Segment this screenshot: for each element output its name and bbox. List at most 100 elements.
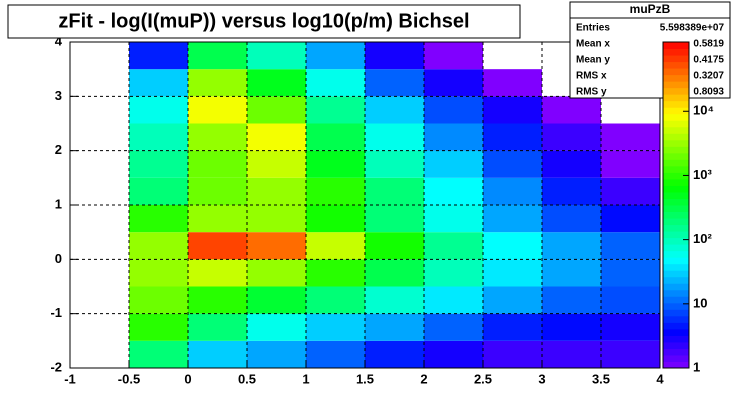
stats-label: Entries <box>576 23 610 34</box>
cell <box>129 96 188 124</box>
cell <box>306 286 365 314</box>
cell <box>542 259 601 287</box>
color-step <box>663 178 689 186</box>
cell <box>483 286 542 314</box>
cell <box>365 123 424 151</box>
cell <box>188 69 247 97</box>
z-tick-label: 10² <box>693 231 712 246</box>
cell <box>129 69 188 97</box>
color-step <box>663 100 689 108</box>
x-tick-label: 3 <box>538 371 545 386</box>
color-step <box>663 185 689 193</box>
color-step <box>663 211 689 219</box>
cell <box>129 150 188 178</box>
color-step <box>663 172 689 180</box>
cell <box>129 340 188 368</box>
color-step <box>663 270 689 278</box>
color-step <box>663 322 689 330</box>
stats-value: 0.4175 <box>693 55 724 66</box>
cell <box>247 123 306 151</box>
cell <box>129 42 188 70</box>
stats-frame <box>569 1 731 99</box>
cell <box>247 205 306 233</box>
x-tick-label: 2.5 <box>474 371 492 386</box>
cell <box>188 96 247 124</box>
cell <box>365 69 424 97</box>
cell <box>188 286 247 314</box>
cell <box>188 123 247 151</box>
color-step <box>663 289 689 297</box>
cell <box>601 150 660 178</box>
cell <box>247 340 306 368</box>
cell <box>247 150 306 178</box>
color-step <box>663 165 689 173</box>
cell <box>424 340 483 368</box>
color-step <box>663 283 689 291</box>
color-step <box>663 257 689 265</box>
cell <box>129 177 188 205</box>
cell <box>129 313 188 341</box>
cell <box>247 42 306 70</box>
stats-label: RMS y <box>576 87 607 98</box>
cell <box>424 313 483 341</box>
color-step <box>663 126 689 134</box>
heatmap <box>129 42 660 368</box>
cell <box>483 205 542 233</box>
cell <box>129 286 188 314</box>
color-step <box>663 68 689 76</box>
y-tick-label: -1 <box>50 305 62 320</box>
x-tick-label: 4 <box>656 371 664 386</box>
color-step <box>663 341 689 349</box>
color-step <box>663 250 689 258</box>
title-box <box>7 4 521 39</box>
color-step <box>663 315 689 323</box>
color-bar: 1 10 10² 10³ 10⁴ <box>662 41 714 374</box>
cell <box>188 42 247 70</box>
color-step <box>663 205 689 213</box>
cell <box>483 313 542 341</box>
color-step <box>663 224 689 232</box>
stats-box: muPzB Entries 5.598389e+07 Mean x 0.5819 Mea… <box>569 1 731 99</box>
cell <box>542 150 601 178</box>
z-tick-label: 10 <box>693 295 707 310</box>
x-tick-label: 1.5 <box>356 371 374 386</box>
color-step <box>663 309 689 317</box>
cell <box>306 42 365 70</box>
color-step <box>663 146 689 154</box>
cell <box>306 123 365 151</box>
cell <box>601 177 660 205</box>
x-tick-label: 2 <box>420 371 427 386</box>
cell <box>424 177 483 205</box>
cell <box>542 340 601 368</box>
color-step <box>663 348 689 356</box>
cell <box>424 286 483 314</box>
color-step <box>663 354 689 362</box>
color-step <box>663 159 689 167</box>
cell <box>306 340 365 368</box>
color-step <box>663 361 689 369</box>
stats-label: Mean x <box>576 39 610 50</box>
cell <box>306 177 365 205</box>
cell <box>306 205 365 233</box>
cell <box>483 123 542 151</box>
y-tick-label: 0 <box>55 251 62 266</box>
cell <box>247 259 306 287</box>
stats-label: Mean y <box>576 55 610 66</box>
cell <box>306 69 365 97</box>
cell <box>601 286 660 314</box>
color-step <box>663 55 689 63</box>
cell <box>365 286 424 314</box>
cell <box>483 96 542 124</box>
color-step <box>663 152 689 160</box>
x-tick-label: 0 <box>184 371 191 386</box>
cell <box>601 205 660 233</box>
cell <box>365 205 424 233</box>
cell <box>129 205 188 233</box>
color-step <box>663 198 689 206</box>
cell <box>542 232 601 260</box>
color-step <box>663 74 689 82</box>
cell <box>601 232 660 260</box>
cell <box>483 150 542 178</box>
